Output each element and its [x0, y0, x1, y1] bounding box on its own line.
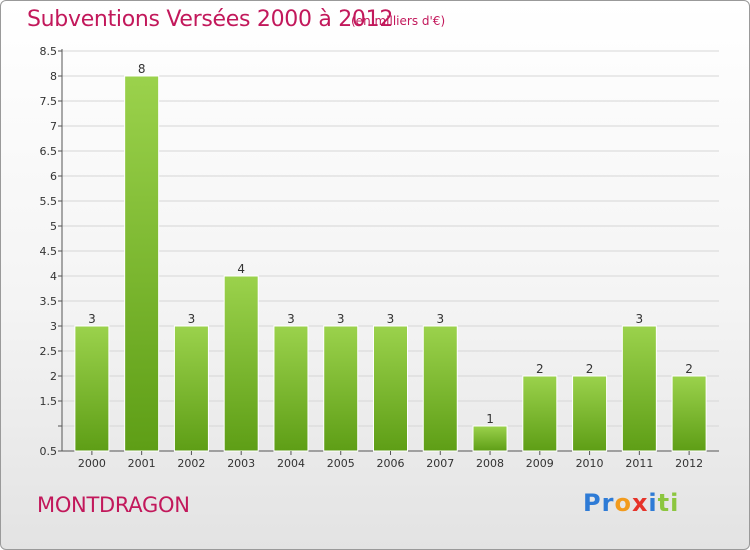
logo-letter: i	[648, 489, 658, 517]
bar-2012	[671, 375, 707, 452]
bar-value-label: 3	[337, 312, 345, 326]
bar-value-label: 3	[436, 312, 444, 326]
x-tick-label: 2004	[277, 457, 305, 470]
bar-2008	[472, 425, 508, 452]
bar-2011	[621, 325, 657, 452]
y-tick-label: 2.5	[40, 345, 58, 358]
bar-value-label: 2	[536, 362, 544, 376]
y-tick-label: 4.5	[40, 245, 58, 258]
x-tick-label: 2001	[128, 457, 156, 470]
y-tick-label: 8	[50, 70, 57, 83]
x-tick-label: 2011	[625, 457, 653, 470]
logo-letter: P	[583, 489, 602, 517]
bar-2004	[273, 325, 309, 452]
x-tick-label: 2002	[177, 457, 205, 470]
x-tick-label: 2012	[675, 457, 703, 470]
y-tick-label: 6	[50, 170, 57, 183]
y-tick-label: 0.5	[40, 445, 58, 458]
x-tick-label: 2008	[476, 457, 504, 470]
logo-letter: i	[670, 489, 680, 517]
x-tick-label: 2009	[526, 457, 554, 470]
y-tick-label: 1.5	[40, 395, 58, 408]
bar-2002	[173, 325, 209, 452]
x-tick-label: 2007	[426, 457, 454, 470]
bar-2005	[323, 325, 359, 452]
bar-value-label: 4	[237, 262, 245, 276]
bar-value-label: 2	[685, 362, 693, 376]
logo-letter: x	[631, 489, 649, 517]
bar-value-label: 2	[586, 362, 594, 376]
y-tick-label: 7	[50, 120, 57, 133]
bar-2007	[422, 325, 458, 452]
chart-unit: (en milliers d'€)	[351, 14, 446, 28]
bar-2009	[522, 375, 558, 452]
logo-letter: r	[601, 489, 615, 517]
bars: 3 8 3 4 3 3 3 3 1 2 2 3 2	[74, 62, 707, 452]
proxiti-logo[interactable]: Proxiti	[583, 489, 679, 517]
bar-value-label: 3	[88, 312, 96, 326]
logo-letter: t	[657, 489, 671, 517]
bar-2001	[124, 75, 160, 452]
y-tick-label: 8.5	[40, 45, 58, 58]
bar-value-label: 3	[287, 312, 295, 326]
bar-value-label: 3	[188, 312, 196, 326]
y-tick-label: 5	[50, 220, 57, 233]
bar-value-label: 1	[486, 412, 494, 426]
commune-name: MONTDRAGON	[37, 493, 190, 517]
x-axis-labels: 2000 2001 2002 2003 2004 2005 2006 2007 2008 2009…	[78, 451, 703, 470]
chart-title: Subventions Versées 2000 à 2012	[27, 7, 394, 32]
x-tick-label: 2005	[327, 457, 355, 470]
x-tick-label: 2006	[377, 457, 405, 470]
bar-2003	[223, 275, 259, 452]
x-tick-label: 2010	[576, 457, 604, 470]
bar-value-label: 8	[138, 62, 146, 76]
x-tick-label: 2003	[227, 457, 255, 470]
y-tick-label: 4	[50, 270, 57, 283]
x-tick-label: 2000	[78, 457, 106, 470]
y-tick-label: 6.5	[40, 145, 58, 158]
bar-2000	[74, 325, 110, 452]
bar-value-label: 3	[387, 312, 395, 326]
bar-value-label: 3	[636, 312, 644, 326]
y-tick-label: 2	[50, 370, 57, 383]
y-tick-label: 3.5	[40, 295, 58, 308]
logo-letter: o	[614, 489, 632, 517]
bar-2010	[572, 375, 608, 452]
bar-2006	[373, 325, 408, 452]
y-tick-label: 3	[50, 320, 57, 333]
y-tick-label: 5.5	[40, 195, 58, 208]
y-tick-label: 7.5	[40, 95, 58, 108]
